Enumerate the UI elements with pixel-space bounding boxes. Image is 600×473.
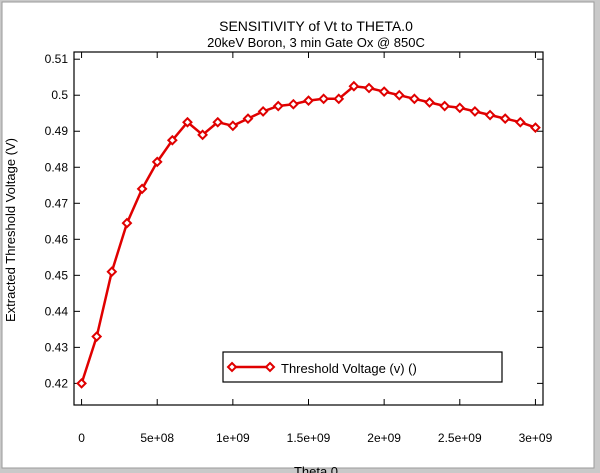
x-tick-label: 5e+08 — [140, 431, 174, 445]
chart-background — [1, 1, 595, 469]
data-point — [106, 266, 118, 278]
data-point — [530, 122, 541, 134]
x-tick-label: 2e+09 — [367, 431, 401, 445]
data-point — [378, 86, 390, 98]
data-point — [303, 95, 314, 107]
data-point — [182, 116, 193, 128]
data-point — [348, 80, 360, 92]
y-tick-label: 0.48 — [45, 160, 69, 174]
data-point — [439, 100, 451, 112]
legend-marker-left — [226, 361, 238, 373]
data-point — [499, 113, 511, 125]
data-point — [121, 217, 133, 229]
data-point — [257, 106, 269, 117]
y-tick-label: 0.42 — [45, 376, 69, 390]
data-point — [197, 129, 209, 141]
x-tick-label: 1e+09 — [216, 431, 250, 445]
x-tick-label: 1.5e+09 — [287, 431, 331, 445]
data-point — [136, 183, 148, 195]
data-point — [76, 377, 87, 389]
y-tick-label: 0.49 — [45, 124, 69, 138]
y-tick-label: 0.43 — [45, 340, 69, 354]
y-tick-label: 0.45 — [45, 268, 69, 282]
legend-label: Threshold Voltage (v) () — [281, 361, 417, 376]
data-point — [272, 100, 284, 112]
data-point — [227, 120, 239, 132]
legend: Threshold Voltage (v) () — [222, 351, 503, 383]
data-point — [166, 134, 178, 146]
y-tick-label: 0.46 — [45, 232, 69, 246]
y-tick-label: 0.51 — [45, 52, 69, 66]
data-point — [514, 116, 526, 128]
axes-group: 0 5e+08 1e+09 1.5e+09 2e+09 2.5e+09 3e+09 0.42 0… — [45, 52, 553, 445]
data-point — [454, 102, 466, 114]
data-point — [363, 82, 375, 94]
y-tick-label: 0.5 — [51, 88, 68, 102]
y-axis-label: Extracted Threshold Voltage (V) — [3, 138, 18, 322]
y-tick-label: 0.47 — [45, 196, 69, 210]
data-point — [318, 93, 330, 105]
data-point — [408, 93, 420, 105]
data-point — [212, 116, 224, 128]
x-tick-label: 0 — [78, 431, 85, 445]
chart-subtitle: 20keV Boron, 3 min Gate Ox @ 850C — [207, 35, 425, 50]
data-point — [333, 93, 345, 105]
chart-title: SENSITIVITY of Vt to THETA.0 — [219, 18, 413, 34]
x-tick-label: 3e+09 — [519, 431, 553, 445]
data-point — [287, 98, 299, 110]
data-point — [151, 156, 163, 168]
legend-marker-right — [264, 361, 276, 373]
data-point — [91, 331, 103, 342]
data-point — [242, 113, 254, 125]
data-point — [424, 97, 435, 108]
x-tick-label: 2.5e+09 — [438, 431, 482, 445]
y-tick-label: 0.44 — [45, 304, 69, 318]
x-axis-label: Theta.0 — [294, 464, 338, 473]
data-point — [393, 89, 405, 101]
series-group — [76, 80, 541, 389]
data-point — [469, 106, 481, 117]
data-point — [484, 109, 496, 121]
